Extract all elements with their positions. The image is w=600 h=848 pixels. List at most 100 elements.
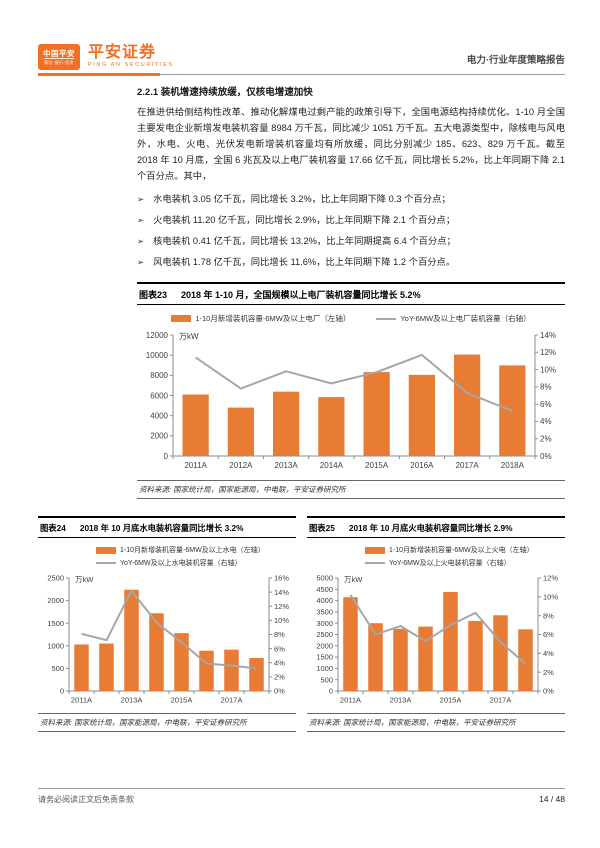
svg-text:2017A: 2017A [490, 696, 512, 705]
legend-line-label: YoY-6MW及以上水电装机容量（右轴） [120, 560, 242, 567]
svg-text:12000: 12000 [146, 331, 169, 340]
svg-text:2500: 2500 [316, 630, 333, 639]
svg-text:500: 500 [51, 664, 64, 673]
svg-text:万kW: 万kW [179, 332, 199, 341]
bullet-list: ➢ 水电装机 3.05 亿千瓦，同比增长 3.2%，比上年同期下降 0.3 个百… [137, 192, 565, 270]
header-accent-rule [38, 73, 160, 76]
svg-text:10000: 10000 [146, 351, 169, 360]
figure-24-source: 资料来源: 国家统计局，国家能源局，中电联，平安证券研究所 [38, 713, 296, 732]
bullet-text: 核电装机 0.41 亿千瓦，同比增长 13.2%，比上年同期提高 6.4 个百分… [153, 236, 456, 246]
body-paragraph: 在推进供给侧结构性改革、推动化解煤电过剩产能的政策引导下，全国电源结构持续优化。… [137, 107, 565, 181]
svg-text:2011A: 2011A [71, 696, 92, 705]
svg-text:2013A: 2013A [390, 696, 412, 705]
figure-23-label: 图表23 [139, 290, 168, 300]
line-swatch-icon [365, 562, 385, 564]
bar-swatch-icon [365, 546, 385, 554]
section-heading: 2.2.1 装机增速持续放缓，仅核电增速加快 [137, 87, 313, 98]
svg-text:6%: 6% [274, 644, 285, 653]
figure-25-source: 资料来源: 国家统计局，国家能源局，中电联，平安证券研究所 [307, 713, 565, 732]
logo-wordmark: 平安证券 PING AN SECURITIES [88, 44, 174, 69]
svg-text:6%: 6% [540, 400, 552, 409]
figure-23: 图表23 2018 年 1-10 月，全国规模以上电厂装机容量同比增长 5.2%… [137, 282, 565, 499]
svg-text:2000: 2000 [47, 596, 64, 605]
svg-text:0%: 0% [274, 687, 285, 696]
figure-24-titlebar: 图表24 2018 年 10 月底水电装机容量同比增长 3.2% [38, 516, 296, 538]
svg-text:4000: 4000 [150, 411, 168, 420]
svg-text:1000: 1000 [316, 664, 333, 673]
bullet-item: ➢ 火电装机 11.20 亿千瓦，同比增长 2.9%，比上年同期下降 2.1 个… [137, 213, 565, 228]
bullet-item: ➢ 水电装机 3.05 亿千瓦，同比增长 3.2%，比上年同期下降 0.3 个百… [137, 192, 565, 207]
svg-text:2500: 2500 [47, 574, 64, 583]
svg-text:2000: 2000 [316, 641, 333, 650]
figure-25-titlebar: 图表25 2018 年 10 月底火电装机容量同比增长 2.9% [307, 516, 565, 538]
legend-line-entry: YoY-6MW及以上火电装机容量（右轴） [365, 558, 565, 568]
svg-text:500: 500 [320, 675, 333, 684]
bullet-item: ➢ 风电装机 1.78 亿千瓦，同比增长 11.6%，比上年同期下降 1.2 个… [137, 255, 565, 270]
page-footer: 请务必阅读正文后免责条款 14 / 48 [38, 788, 565, 805]
svg-text:4000: 4000 [316, 596, 333, 605]
pingan-group-logo-badge: 中国平安 保险·银行·投资 [38, 44, 80, 70]
chart-capacity-national: 0 2000 4000 6000 8000 10000 12000 0% 2% 4% 6% 8% 10%… [146, 331, 556, 470]
figure-24-label: 图表24 [40, 523, 66, 533]
logo-wordmark-cn: 平安证券 [88, 44, 157, 61]
svg-text:0: 0 [164, 452, 169, 461]
svg-text:10%: 10% [274, 616, 289, 625]
svg-text:1000: 1000 [47, 641, 64, 650]
legend-bar-label: 1-10月新增装机容量-6MW及以上水电（左轴） [120, 547, 265, 554]
svg-text:1500: 1500 [316, 653, 333, 662]
svg-text:2%: 2% [543, 668, 554, 677]
disclaimer-text: 请务必阅读正文后免责条款 [38, 795, 134, 804]
figure-25-legend: 1-10月新增装机容量-6MW及以上火电（左轴） YoY-6MW及以上火电装机容… [365, 545, 565, 568]
svg-text:5000: 5000 [316, 574, 333, 583]
figure-24-title: 2018 年 10 月底水电装机容量同比增长 3.2% [79, 523, 244, 533]
svg-text:6%: 6% [543, 630, 554, 639]
svg-text:2017A: 2017A [221, 696, 243, 705]
svg-text:6000: 6000 [150, 391, 168, 400]
svg-text:2000: 2000 [150, 432, 168, 441]
svg-text:2011A: 2011A [340, 696, 361, 705]
svg-text:8%: 8% [274, 630, 285, 639]
svg-text:2015A: 2015A [171, 696, 193, 705]
svg-text:2015A: 2015A [440, 696, 462, 705]
figure-row: 图表24 2018 年 10 月底水电装机容量同比增长 3.2% 1-10月新增… [38, 516, 565, 732]
legend-line-entry: YoY-6MW及以上水电装机容量（右轴） [96, 558, 296, 568]
svg-text:万kW: 万kW [344, 575, 363, 584]
svg-text:0%: 0% [540, 452, 552, 461]
svg-text:2015A: 2015A [365, 461, 389, 470]
page-header: 中国平安 保险·银行·投资 平安证券 PING AN SECURITIES 电力… [38, 44, 565, 76]
article-body: 2.2.1 装机增速持续放缓，仅核电增速加快 在推进供给侧结构性改革、推动化解煤… [137, 84, 565, 276]
svg-text:12%: 12% [540, 348, 556, 357]
legend-bar-entry: 1-10月新增装机容量-6MW及以上火电（左轴） [365, 545, 565, 555]
svg-text:2018A: 2018A [501, 461, 525, 470]
figure-23-titlebar: 图表23 2018 年 1-10 月，全国规模以上电厂装机容量同比增长 5.2% [137, 282, 565, 305]
svg-text:12%: 12% [274, 602, 289, 611]
svg-text:2012A: 2012A [229, 461, 253, 470]
legend-bar-label: 1-10月新增装机容量-6MW及以上火电（左轴） [389, 547, 534, 554]
bar-swatch-icon [171, 315, 192, 322]
page-number: 14 / 48 [539, 794, 565, 804]
bullet-arrow-icon: ➢ [137, 215, 145, 225]
svg-text:4%: 4% [540, 417, 552, 426]
chart-hydro-capacity: 0 500 1000 1500 2000 2500 0% 2% 4% 6% 8% 10% 12% 14% 1… [47, 574, 289, 705]
figure-23-title: 2018 年 1-10 月，全国规模以上电厂装机容量同比增长 5.2% [181, 290, 421, 300]
report-type-label: 电力·行业年度策略报告 [466, 55, 565, 66]
svg-text:10%: 10% [540, 365, 556, 374]
figure-23-legend: 1-10月新增装机容量-6MW及以上电厂（左轴） YoY-6MW及以上电厂装机容… [137, 313, 565, 324]
svg-text:2014A: 2014A [320, 461, 344, 470]
svg-text:2017A: 2017A [456, 461, 480, 470]
legend-line-label: YoY-6MW及以上火电装机容量（右轴） [389, 560, 511, 567]
svg-text:2016A: 2016A [410, 461, 434, 470]
svg-text:4500: 4500 [316, 585, 333, 594]
bullet-item: ➢ 核电装机 0.41 亿千瓦，同比增长 13.2%，比上年同期提高 6.4 个… [137, 234, 565, 249]
line-swatch-icon [96, 562, 116, 564]
logo-badge-subtitle: 保险·银行·投资 [44, 58, 74, 65]
legend-bar-label: 1-10月新增装机容量-6MW及以上电厂（左轴） [195, 314, 351, 323]
svg-text:8%: 8% [543, 611, 554, 620]
figure-24: 图表24 2018 年 10 月底水电装机容量同比增长 3.2% 1-10月新增… [38, 516, 296, 732]
svg-text:2013A: 2013A [121, 696, 143, 705]
legend-line-entry: YoY-6MW及以上电厂装机容量（右轴） [376, 313, 531, 324]
svg-text:0%: 0% [543, 687, 554, 696]
svg-text:0: 0 [329, 687, 333, 696]
figure-25: 图表25 2018 年 10 月底火电装机容量同比增长 2.9% 1-10月新增… [307, 516, 565, 732]
